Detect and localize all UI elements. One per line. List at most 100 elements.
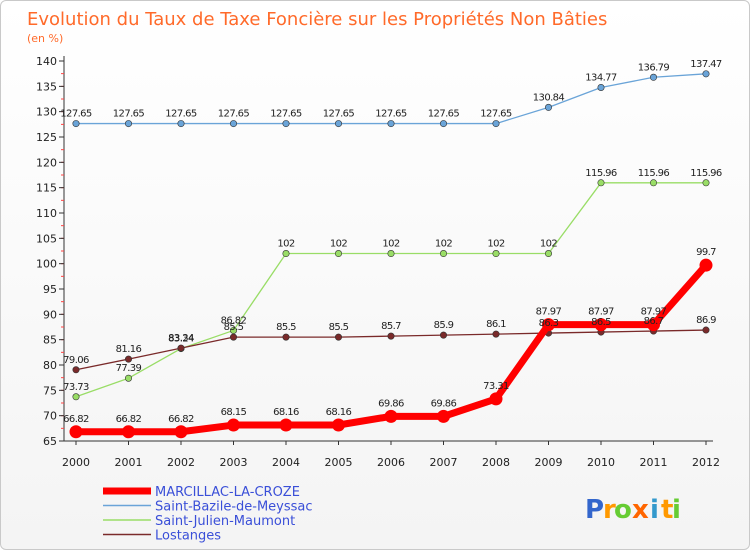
data-point	[282, 333, 290, 341]
data-label: 87.97	[536, 307, 562, 318]
data-label: 86.7	[644, 316, 664, 327]
data-point	[334, 333, 342, 341]
logo-letter: P	[585, 495, 604, 525]
data-point	[72, 366, 80, 374]
logo-letter: r	[603, 495, 616, 525]
data-point	[230, 333, 238, 341]
y-tick-label: 85	[43, 334, 57, 347]
data-label: 66.82	[168, 414, 194, 425]
y-tick-label: 75	[43, 384, 57, 397]
data-label: 127.65	[480, 109, 512, 120]
data-label: 115.96	[690, 168, 722, 179]
data-point	[439, 250, 447, 258]
data-point	[384, 409, 398, 423]
data-point	[542, 318, 555, 332]
data-point	[439, 331, 447, 339]
data-label: 127.65	[113, 109, 145, 120]
data-point	[492, 330, 500, 338]
data-label: 69.86	[431, 398, 457, 409]
data-label: 85.5	[329, 322, 349, 333]
data-point	[72, 393, 80, 401]
y-tick-label: 115	[36, 182, 57, 195]
data-label: 127.65	[375, 109, 407, 120]
y-tick-label: 140	[36, 55, 57, 68]
y-tick-label: 80	[43, 359, 57, 372]
data-label: 127.65	[428, 109, 460, 120]
data-label: 68.16	[273, 407, 299, 418]
logo-letter: t	[661, 495, 673, 525]
data-label: 83.24	[168, 334, 194, 345]
data-label: 127.65	[60, 109, 92, 120]
data-point	[437, 409, 450, 423]
data-point	[492, 250, 500, 258]
y-tick-label: 100	[36, 258, 57, 271]
data-label: 137.47	[690, 59, 722, 70]
data-label: 68.15	[221, 407, 247, 418]
x-tick-label: 2005	[325, 456, 353, 469]
legend-entry: Lostanges	[155, 529, 221, 544]
data-point	[649, 179, 657, 187]
logo-letter: x	[632, 495, 649, 525]
data-point	[125, 120, 133, 128]
data-label: 130.84	[533, 92, 565, 103]
x-tick-label: 2012	[692, 456, 720, 469]
data-point	[489, 392, 503, 406]
x-tick-label: 2008	[482, 456, 510, 469]
data-point	[544, 250, 552, 258]
data-label: 73.31	[483, 381, 509, 392]
data-label: 73.73	[63, 382, 89, 393]
data-label: 127.65	[165, 109, 197, 120]
data-point	[597, 179, 605, 187]
data-label: 69.86	[378, 398, 404, 409]
data-label: 102	[277, 239, 295, 250]
data-label: 102	[435, 239, 453, 250]
data-point	[177, 344, 185, 352]
legend-entry: Saint-Bazile-de-Meyssac	[155, 500, 313, 515]
data-label: 86.1	[486, 319, 506, 330]
data-label: 86.82	[221, 315, 247, 326]
data-point	[492, 120, 500, 128]
data-point	[177, 120, 185, 128]
data-label: 102	[330, 239, 348, 250]
series-line	[75, 182, 707, 398]
data-point	[387, 332, 395, 340]
data-point	[334, 120, 342, 128]
data-label: 83.34	[168, 333, 194, 344]
x-tick-label: 2001	[115, 456, 143, 469]
y-tick-label: 65	[43, 435, 57, 448]
logo-letter: o	[614, 495, 632, 525]
y-tick-label: 90	[43, 308, 57, 321]
data-label: 79.06	[63, 355, 89, 366]
x-tick-label: 2010	[587, 456, 615, 469]
data-point	[387, 250, 395, 258]
data-point	[72, 120, 80, 128]
x-tick-label: 2009	[535, 456, 563, 469]
y-tick-label: 120	[36, 156, 57, 169]
data-label: 86.3	[539, 318, 559, 329]
data-label: 85.7	[381, 321, 401, 332]
data-label: 102	[382, 239, 400, 250]
y-tick-label: 135	[36, 80, 57, 93]
series-group	[69, 70, 713, 439]
x-tick-label: 2003	[220, 456, 248, 469]
data-label: 115.96	[585, 168, 617, 179]
data-point	[699, 258, 713, 272]
data-label: 115.96	[638, 168, 670, 179]
data-point	[122, 425, 135, 439]
x-tick-label: 2002	[167, 456, 195, 469]
legend-entry: MARCILLAC-LA-CROZE	[155, 485, 300, 500]
x-tick-label: 2011	[640, 456, 668, 469]
y-tick-label: 95	[43, 283, 57, 296]
data-point	[649, 73, 657, 81]
data-label: 66.82	[116, 414, 142, 425]
data-label: 127.65	[218, 109, 250, 120]
data-label: 81.16	[116, 344, 142, 355]
data-label: 87.97	[641, 307, 667, 318]
data-point	[69, 425, 83, 439]
data-point	[439, 120, 447, 128]
data-label: 127.65	[323, 109, 355, 120]
data-point	[702, 179, 710, 187]
data-labels: 127.65 127.65 127.65 127.65 127.65 127.65 127.…	[60, 59, 722, 425]
